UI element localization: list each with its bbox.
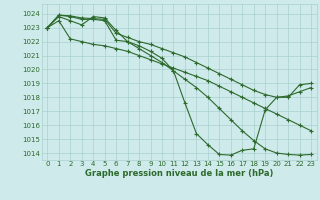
- X-axis label: Graphe pression niveau de la mer (hPa): Graphe pression niveau de la mer (hPa): [85, 169, 273, 178]
